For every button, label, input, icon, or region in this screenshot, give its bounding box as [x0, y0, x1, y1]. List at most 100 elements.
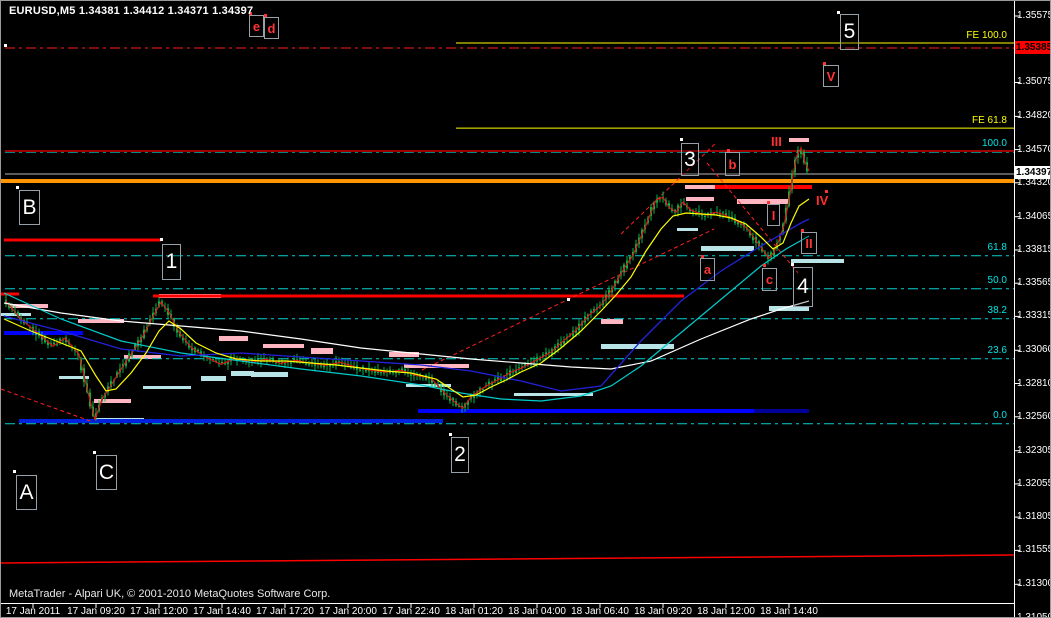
price-tick-label: 1.31300	[1017, 578, 1051, 590]
pink-zone-band	[737, 199, 789, 204]
fib-level-label: 0.0	[993, 409, 1007, 421]
wave-label-c[interactable]: C	[96, 455, 117, 490]
price-tick-label: 1.34065	[1017, 210, 1051, 222]
wave-label-b[interactable]: b	[725, 152, 740, 176]
cyan-zone-band	[677, 228, 698, 231]
object-anchor-marker[interactable]	[701, 255, 704, 258]
ma-red	[5, 146, 810, 422]
pink-zone-band	[311, 348, 333, 354]
copyright-text: MetaTrader - Alpari UK, © 2001-2010 Meta…	[9, 588, 331, 600]
pink-zone-band	[219, 336, 248, 341]
price-tick-label: 1.32055	[1017, 477, 1051, 489]
wave-label-v[interactable]: V	[823, 65, 839, 87]
price-tick-label: 1.33060	[1017, 344, 1051, 356]
fib-level-label: 50.0	[987, 274, 1007, 286]
price-tick-label: 1.33565	[1017, 277, 1051, 289]
cyan-zone-band	[59, 376, 89, 379]
wave4-corr-dashed[interactable]	[706, 162, 799, 274]
object-anchor-marker[interactable]	[16, 186, 19, 189]
object-anchor-marker[interactable]	[825, 190, 828, 193]
wave-label-e[interactable]: e	[249, 15, 264, 37]
bid-price-label: 1.34397	[1015, 166, 1051, 180]
object-anchor-marker[interactable]	[4, 44, 7, 47]
price-axis[interactable]: 1.355751.353251.350751.348201.345701.343…	[1015, 1, 1051, 618]
fib-level-label: 38.2	[987, 304, 1007, 316]
pink-zone-band	[685, 185, 718, 189]
price-tick-label: 1.32560	[1017, 410, 1051, 422]
price-tick-label: 1.32810	[1017, 377, 1051, 389]
price-tick-label: 1.34320	[1017, 176, 1051, 188]
cyan-zone-band	[143, 386, 191, 389]
pink-zone-band	[404, 364, 469, 368]
long-term-trend[interactable]	[1, 554, 1015, 564]
pink-zone-band	[686, 197, 714, 201]
alert-price-label: 1.35385	[1015, 41, 1051, 54]
object-anchor-marker[interactable]	[680, 138, 683, 141]
wave-label-ii[interactable]: II	[801, 232, 817, 254]
wave-label-i[interactable]: I	[767, 204, 780, 226]
wave-label-5[interactable]: 5	[840, 14, 859, 50]
fib-expansion-label: FE 100.0	[966, 29, 1007, 41]
time-tick-label: 18 Jan 01:20	[445, 606, 503, 617]
ma-yellow	[3, 198, 810, 398]
left-down-dashed[interactable]	[1, 388, 94, 423]
wave-label-c[interactable]: c	[762, 268, 777, 291]
time-tick-label: 17 Jan 2011	[5, 606, 61, 617]
object-anchor-marker[interactable]	[13, 470, 16, 473]
time-tick-label: 17 Jan 22:40	[382, 606, 440, 617]
pink-zone-band	[789, 138, 809, 142]
object-anchor-marker[interactable]	[767, 201, 770, 204]
wave-label-2[interactable]: 2	[451, 437, 469, 473]
wave-label-3[interactable]: 3	[681, 143, 699, 176]
object-anchor-marker[interactable]	[823, 62, 826, 65]
pink-zone-band	[9, 304, 48, 308]
cyan-zone-band	[231, 371, 254, 376]
price-tick-label: 1.31050	[1017, 611, 1051, 618]
time-tick-label: 18 Jan 04:00	[508, 606, 566, 617]
time-tick-label: 17 Jan 09:20	[67, 606, 125, 617]
cyan-zone-band	[406, 384, 451, 387]
price-tick-label: 1.34820	[1017, 110, 1051, 122]
object-anchor-marker[interactable]	[449, 433, 452, 436]
wave-label-iii[interactable]: III	[771, 134, 782, 149]
pink-zone-band	[78, 319, 124, 323]
object-anchor-marker[interactable]	[837, 11, 840, 14]
object-anchor-marker[interactable]	[264, 14, 267, 17]
fib-level-label: 23.6	[987, 344, 1007, 356]
object-anchor-marker[interactable]	[160, 238, 163, 241]
pink-zone-band	[389, 352, 419, 357]
cyan-zone-band	[201, 376, 226, 381]
price-tick-label: 1.31555	[1017, 544, 1051, 556]
cyan-zone-band	[601, 344, 674, 349]
wave3-accel-dashed[interactable]	[620, 141, 718, 235]
price-tick-label: 1.35575	[1017, 10, 1051, 21]
price-tick-label: 1.35075	[1017, 76, 1051, 88]
wave-label-iv[interactable]: IV	[816, 193, 829, 208]
pink-zone-band	[94, 399, 131, 403]
pink-zone-band	[601, 319, 623, 324]
wave-label-4[interactable]: 4	[793, 267, 813, 307]
cyan-zone-band	[769, 306, 809, 311]
object-anchor-marker[interactable]	[763, 264, 766, 267]
time-tick-label: 18 Jan 09:20	[634, 606, 692, 617]
object-anchor-marker[interactable]	[801, 229, 804, 232]
wave-label-a[interactable]: A	[16, 475, 37, 510]
wave-label-1[interactable]: 1	[162, 244, 181, 280]
cyan-zone-band	[1, 313, 31, 316]
time-tick-label: 18 Jan 12:00	[697, 606, 755, 617]
object-anchor-marker[interactable]	[791, 263, 794, 266]
fib-level-label: 61.8	[987, 241, 1007, 253]
object-anchor-marker[interactable]	[249, 12, 252, 15]
time-axis[interactable]: 17 Jan 2011 17 Jan 09:20 17 Jan 12:00 17 Ja…	[1, 604, 1015, 617]
cyan-zone-band	[791, 259, 844, 263]
wave-label-d[interactable]: d	[264, 17, 279, 39]
object-anchor-marker[interactable]	[93, 451, 96, 454]
cyan-zone-band	[251, 372, 288, 377]
wave-label-b[interactable]: B	[19, 190, 40, 225]
object-anchor-marker[interactable]	[727, 149, 730, 152]
object-anchor-marker[interactable]	[567, 298, 570, 301]
wave-label-a[interactable]: a	[700, 258, 715, 281]
